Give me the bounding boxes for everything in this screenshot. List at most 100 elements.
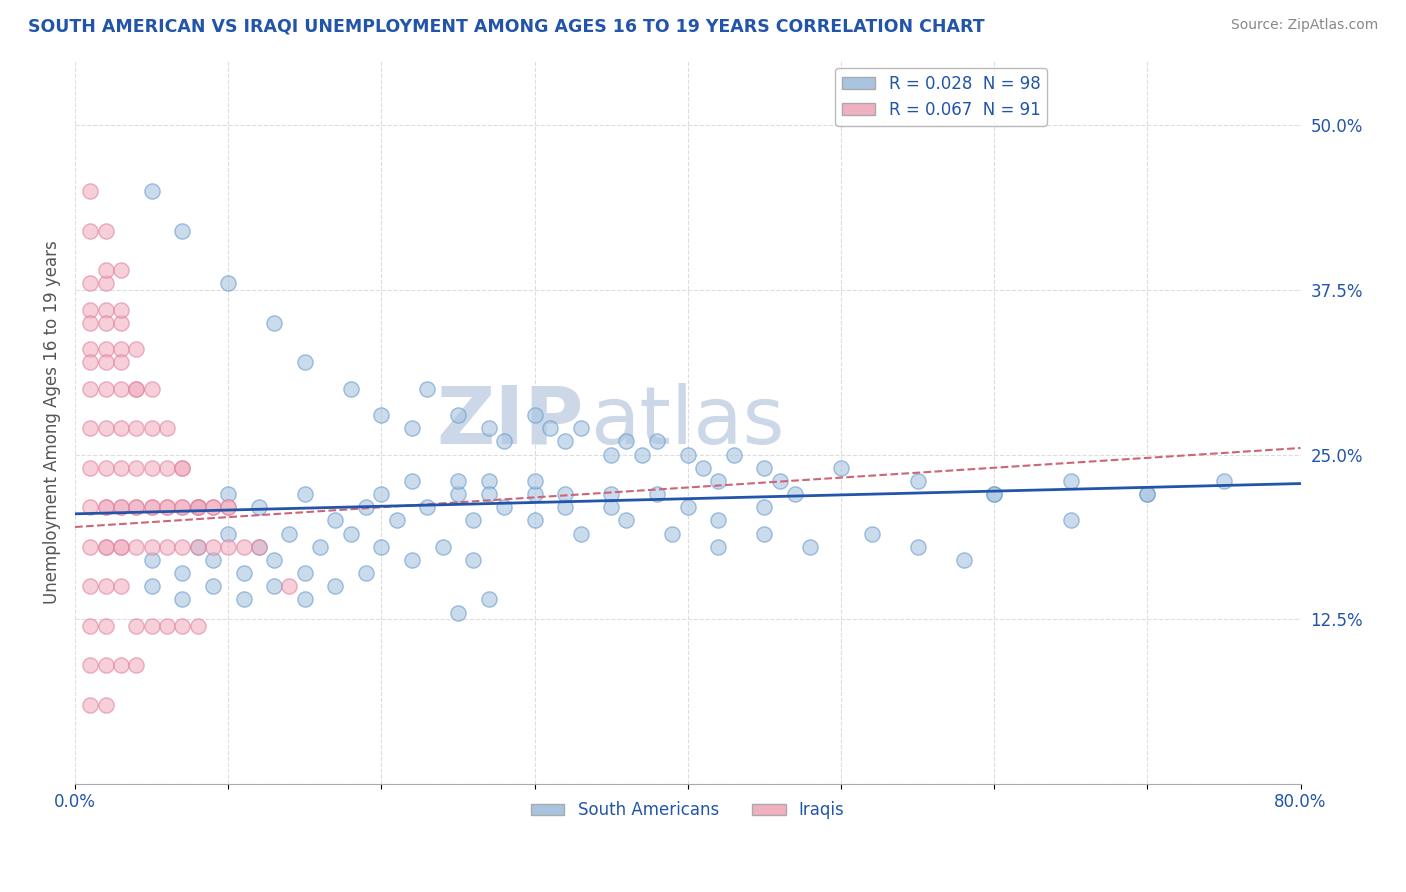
Point bbox=[94, 316, 117, 330]
Point bbox=[172, 224, 194, 238]
Point bbox=[94, 302, 117, 317]
Point bbox=[707, 513, 730, 527]
Point bbox=[79, 460, 101, 475]
Point bbox=[172, 592, 194, 607]
Point bbox=[94, 263, 117, 277]
Point bbox=[523, 513, 546, 527]
Point bbox=[217, 487, 239, 501]
Point bbox=[172, 500, 194, 515]
Point bbox=[141, 460, 163, 475]
Point bbox=[492, 434, 515, 449]
Point bbox=[79, 579, 101, 593]
Point bbox=[370, 487, 392, 501]
Point bbox=[156, 500, 179, 515]
Point bbox=[600, 448, 623, 462]
Point bbox=[141, 579, 163, 593]
Point bbox=[187, 540, 209, 554]
Point bbox=[401, 421, 423, 435]
Point bbox=[447, 606, 470, 620]
Point bbox=[676, 448, 699, 462]
Point bbox=[110, 421, 132, 435]
Point bbox=[263, 316, 285, 330]
Point bbox=[125, 343, 148, 357]
Point bbox=[141, 500, 163, 515]
Point bbox=[79, 540, 101, 554]
Point bbox=[754, 526, 776, 541]
Point bbox=[94, 698, 117, 712]
Point bbox=[645, 487, 668, 501]
Point bbox=[172, 540, 194, 554]
Point bbox=[523, 474, 546, 488]
Point bbox=[554, 434, 576, 449]
Point bbox=[278, 526, 301, 541]
Point bbox=[110, 460, 132, 475]
Point bbox=[692, 460, 714, 475]
Point bbox=[860, 526, 883, 541]
Point bbox=[141, 184, 163, 198]
Point bbox=[125, 421, 148, 435]
Point bbox=[661, 526, 683, 541]
Point bbox=[172, 619, 194, 633]
Point bbox=[416, 500, 439, 515]
Point bbox=[94, 500, 117, 515]
Point bbox=[754, 460, 776, 475]
Point bbox=[79, 224, 101, 238]
Point bbox=[630, 448, 652, 462]
Point bbox=[294, 566, 316, 580]
Point bbox=[79, 500, 101, 515]
Point bbox=[707, 540, 730, 554]
Point bbox=[156, 460, 179, 475]
Point bbox=[325, 513, 347, 527]
Point bbox=[201, 553, 224, 567]
Point bbox=[110, 500, 132, 515]
Point bbox=[232, 540, 254, 554]
Text: atlas: atlas bbox=[589, 383, 785, 460]
Point bbox=[294, 355, 316, 369]
Point bbox=[676, 500, 699, 515]
Point bbox=[294, 487, 316, 501]
Point bbox=[187, 500, 209, 515]
Point bbox=[447, 474, 470, 488]
Point bbox=[1136, 487, 1159, 501]
Point bbox=[370, 408, 392, 422]
Point bbox=[1060, 474, 1083, 488]
Point bbox=[217, 277, 239, 291]
Point bbox=[907, 540, 929, 554]
Point bbox=[799, 540, 821, 554]
Legend: South Americans, Iraqis: South Americans, Iraqis bbox=[524, 795, 851, 826]
Point bbox=[432, 540, 454, 554]
Point bbox=[79, 698, 101, 712]
Point bbox=[401, 553, 423, 567]
Point bbox=[983, 487, 1005, 501]
Point bbox=[416, 382, 439, 396]
Point bbox=[645, 434, 668, 449]
Point bbox=[354, 566, 377, 580]
Point bbox=[247, 500, 270, 515]
Point bbox=[616, 513, 638, 527]
Point bbox=[141, 500, 163, 515]
Point bbox=[783, 487, 806, 501]
Point bbox=[110, 355, 132, 369]
Point bbox=[354, 500, 377, 515]
Point bbox=[201, 579, 224, 593]
Point bbox=[110, 316, 132, 330]
Point bbox=[79, 316, 101, 330]
Point bbox=[309, 540, 332, 554]
Point bbox=[110, 382, 132, 396]
Point bbox=[156, 619, 179, 633]
Point bbox=[478, 474, 501, 488]
Point bbox=[94, 460, 117, 475]
Point bbox=[385, 513, 408, 527]
Point bbox=[110, 658, 132, 673]
Point bbox=[187, 500, 209, 515]
Point bbox=[79, 382, 101, 396]
Point bbox=[172, 500, 194, 515]
Point bbox=[447, 487, 470, 501]
Point bbox=[187, 500, 209, 515]
Point bbox=[478, 592, 501, 607]
Point bbox=[125, 382, 148, 396]
Point bbox=[79, 421, 101, 435]
Point bbox=[247, 540, 270, 554]
Point bbox=[141, 382, 163, 396]
Point bbox=[907, 474, 929, 488]
